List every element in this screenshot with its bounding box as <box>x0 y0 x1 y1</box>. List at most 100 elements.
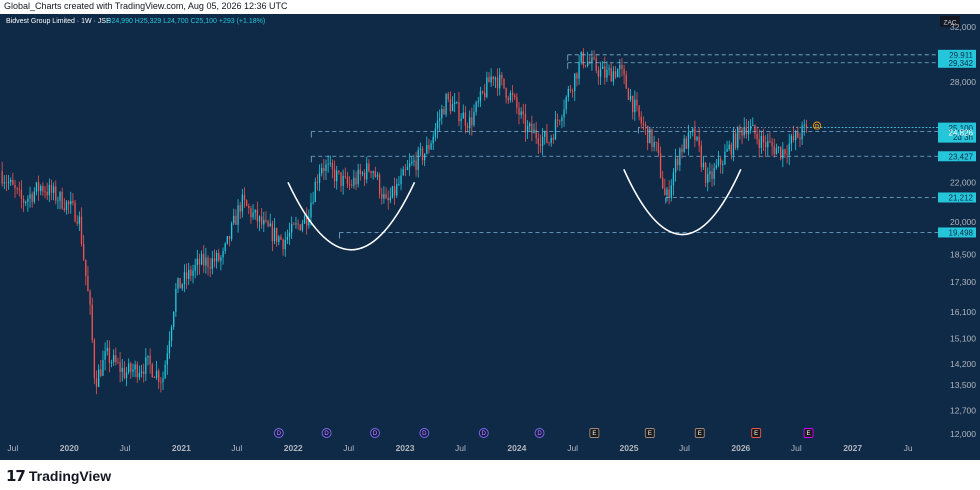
candle-body <box>679 148 681 166</box>
candle-body <box>164 364 166 379</box>
candle <box>580 51 582 65</box>
dividend-event-circle <box>534 428 545 438</box>
dividend-event-icon[interactable]: D <box>321 428 332 438</box>
candle-body <box>295 223 297 225</box>
candle-body <box>647 126 649 144</box>
candle <box>29 186 31 208</box>
candle-body <box>499 74 501 89</box>
candle <box>728 140 730 151</box>
candle-body <box>299 224 301 231</box>
candle <box>415 151 417 177</box>
candle-body <box>254 209 256 213</box>
candle-body <box>194 265 196 271</box>
candle-body <box>614 71 617 78</box>
candle <box>280 234 282 241</box>
dividend-event-icon[interactable]: D <box>478 428 489 438</box>
x-tick-label: Jul <box>791 443 802 453</box>
candle <box>121 358 123 382</box>
candle-body <box>578 62 580 79</box>
candle-body <box>80 216 83 245</box>
candle <box>537 132 539 155</box>
candle-body <box>436 120 439 129</box>
candle-body <box>625 74 627 89</box>
candle <box>25 200 27 207</box>
dividend-event-icon[interactable]: D <box>419 428 430 438</box>
candle <box>668 180 670 205</box>
candle-body <box>102 359 104 376</box>
candle <box>601 60 604 69</box>
candle <box>179 278 181 289</box>
candle <box>737 126 739 151</box>
earnings-event-icon[interactable]: E <box>589 428 600 438</box>
candle <box>325 159 327 181</box>
candle-body <box>417 149 419 170</box>
candle-body <box>451 104 454 112</box>
candle <box>711 164 713 187</box>
candle <box>582 48 585 69</box>
candle <box>732 127 735 162</box>
x-tick-label: Ju <box>904 443 913 453</box>
earnings-event-icon[interactable]: E <box>751 428 762 438</box>
candle-body <box>784 149 786 155</box>
candle <box>404 164 407 177</box>
candle-body <box>734 133 737 148</box>
candle-body <box>183 272 186 285</box>
candle-body <box>636 99 638 106</box>
dividend-event-icon[interactable]: D <box>273 428 284 438</box>
candle-body <box>211 258 213 269</box>
candle-body <box>694 128 696 141</box>
dividend-event-icon[interactable]: D <box>534 428 545 438</box>
candle <box>698 127 700 153</box>
candle-body <box>40 186 42 192</box>
earnings-event-icon[interactable]: E <box>803 428 814 438</box>
candle-body <box>762 135 765 143</box>
candle <box>128 358 130 375</box>
candle <box>749 119 752 134</box>
candle-body <box>1 171 3 184</box>
candle-body <box>275 227 278 242</box>
candle-body <box>674 158 677 173</box>
candle <box>366 156 368 184</box>
candle-body <box>574 73 576 92</box>
candle-body <box>795 131 797 141</box>
earnings-event-label: E <box>807 431 811 437</box>
candle-body <box>529 123 531 126</box>
candle-body <box>586 61 589 66</box>
candle <box>529 121 531 131</box>
candle <box>224 242 226 255</box>
candle <box>237 199 239 233</box>
candle-body <box>556 119 559 121</box>
candle-body <box>346 176 349 184</box>
candle <box>494 76 497 88</box>
earnings-event-icon[interactable]: E <box>644 428 655 438</box>
candle-body <box>121 367 123 372</box>
tradingview-logo[interactable]: 17 TradingView <box>6 467 111 485</box>
candle <box>55 180 57 205</box>
candle-body <box>374 171 376 177</box>
candle <box>196 249 198 276</box>
candle <box>175 282 177 317</box>
candle-body <box>419 148 422 150</box>
candle-body <box>327 163 329 165</box>
candle-body <box>709 171 711 175</box>
candle <box>295 216 297 229</box>
candle-body <box>537 138 539 145</box>
candle <box>499 67 501 96</box>
candle <box>574 73 576 101</box>
candle-body <box>724 151 726 165</box>
candle <box>490 68 492 87</box>
candle-body <box>170 327 173 341</box>
earnings-event-icon[interactable]: E <box>694 428 705 438</box>
candle <box>312 191 314 205</box>
candle <box>479 86 482 108</box>
dividend-event-icon[interactable]: D <box>370 428 380 438</box>
candle <box>181 283 183 291</box>
candle <box>779 146 782 161</box>
candle-body <box>760 135 763 148</box>
candle <box>151 362 153 378</box>
candle <box>52 182 55 201</box>
candle-body <box>85 259 87 276</box>
candle-body <box>726 149 728 152</box>
chart-panel[interactable]: ZAC 32,000 28,000 22,000 20,000 18,500 17,300 1… <box>0 14 980 460</box>
